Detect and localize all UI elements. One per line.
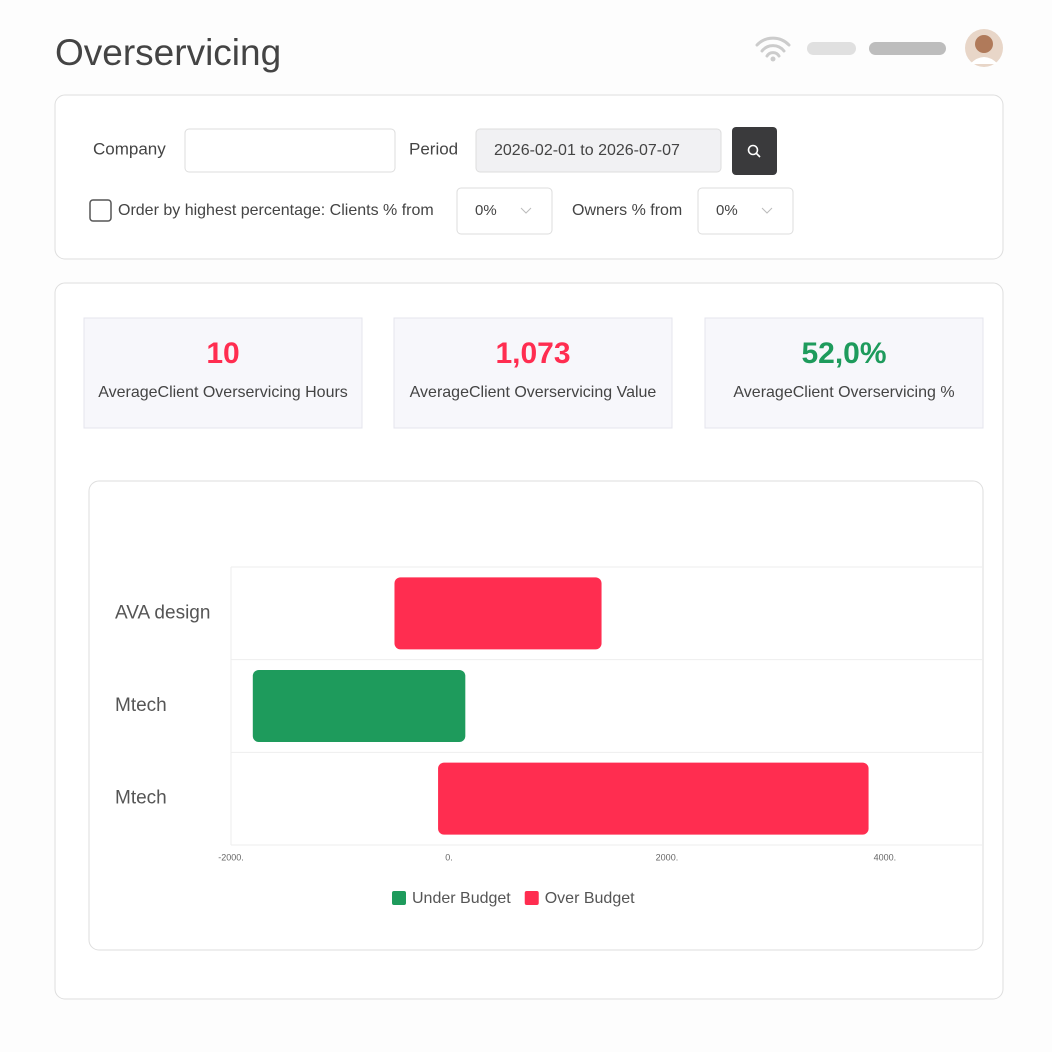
page-title: Overservicing (55, 32, 281, 73)
chevron (761, 207, 773, 214)
kpi-value: 52,0% (801, 337, 886, 370)
kpi-card (83, 317, 363, 429)
kpi-card (393, 317, 673, 429)
x-tick-label: 2000. (656, 852, 679, 862)
bar (252, 670, 466, 742)
category-label: Mtech (115, 695, 167, 716)
owners-select[interactable] (697, 187, 794, 235)
kpi-label: AverageClient Overservicing Value (410, 384, 657, 401)
order-checkbox[interactable] (89, 199, 112, 222)
legend-swatch (392, 891, 406, 905)
kpi-card (704, 317, 984, 429)
search-button[interactable] (732, 127, 777, 175)
period-input[interactable] (475, 128, 722, 173)
order-label: Order by highest percentage: Clients % f… (118, 202, 434, 219)
bar (394, 577, 602, 650)
kpi-value: 10 (206, 337, 239, 370)
x-tick-label: 0. (445, 852, 453, 862)
legend-label: Under Budget (412, 890, 511, 907)
chart-card (88, 480, 984, 951)
legend-label: Over Budget (545, 890, 635, 907)
search-icon (747, 144, 761, 158)
period-value: 2026-02-01 to 2026-07-07 (494, 142, 680, 159)
company-input[interactable] (184, 128, 396, 173)
chevron (520, 207, 532, 214)
owners-value: 0% (716, 202, 738, 219)
category-label: AVA design (115, 602, 210, 623)
x-tick-label: 4000. (874, 852, 897, 862)
company-label: Company (93, 139, 166, 158)
x-tick-label: -2000. (218, 852, 244, 862)
category-label: Mtech (115, 788, 167, 809)
kpi-label: AverageClient Overservicing Hours (98, 384, 348, 401)
clients-select[interactable] (456, 187, 553, 235)
clients-value: 0% (475, 202, 497, 219)
period-label: Period (409, 139, 458, 158)
status-icons (755, 29, 1003, 67)
kpi-label: AverageClient Overservicing % (733, 384, 954, 401)
legend-swatch (524, 891, 539, 905)
owners-label: Owners % from (572, 202, 682, 219)
bar (438, 762, 869, 835)
kpi-value: 1,073 (495, 337, 570, 370)
